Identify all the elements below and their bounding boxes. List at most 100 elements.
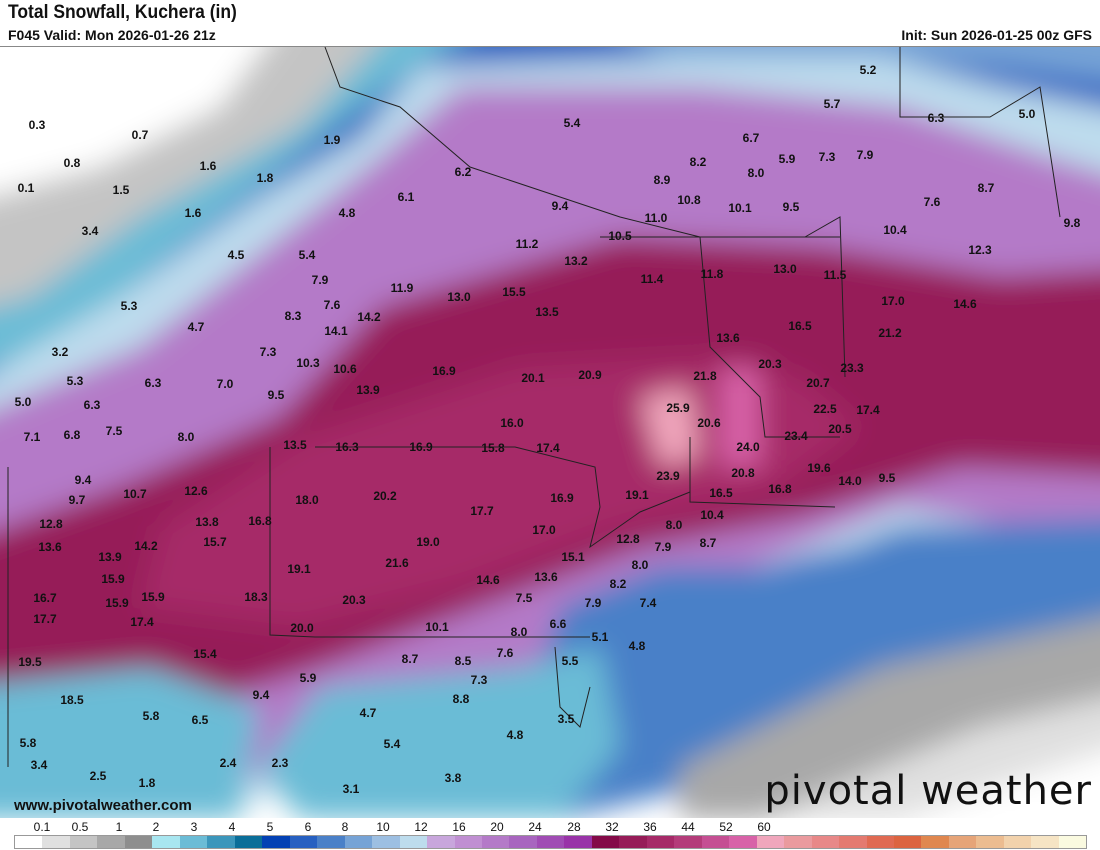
snowfall-value-label: 5.8 [142, 709, 160, 723]
snowfall-value-label: 20.3 [758, 357, 782, 371]
legend-swatch [784, 836, 812, 848]
snowfall-value-label: 13.5 [535, 305, 559, 319]
snowfall-value-label: 12.3 [968, 243, 992, 257]
legend-swatch [179, 836, 208, 848]
snowfall-value-label: 8.8 [452, 692, 470, 706]
snowfall-value-label: 12.8 [39, 517, 63, 531]
snowfall-value-label: 15.9 [101, 572, 125, 586]
snowfall-value-label: 10.8 [677, 193, 701, 207]
snowfall-value-label: 3.2 [51, 345, 69, 359]
snowfall-value-label: 13.8 [195, 515, 219, 529]
snowfall-value-label: 8.7 [401, 652, 419, 666]
snowfall-value-label: 13.2 [564, 254, 588, 268]
legend-swatch [372, 836, 400, 848]
snowfall-value-label: 7.4 [639, 596, 657, 610]
legend-swatch [839, 836, 867, 848]
legend-swatch [674, 836, 702, 848]
snowfall-value-label: 0.7 [131, 128, 149, 142]
snowfall-value-label: 7.3 [818, 150, 836, 164]
snowfall-value-label: 17.7 [33, 612, 57, 626]
snowfall-value-label: 11.0 [644, 211, 668, 225]
legend-tick: 28 [567, 820, 581, 834]
snowfall-value-label: 8.0 [665, 518, 683, 532]
legend-swatches [14, 835, 1087, 849]
snowfall-value-label: 20.2 [373, 489, 397, 503]
legend-swatch [234, 836, 263, 848]
snowfall-value-label: 14.6 [476, 573, 500, 587]
snowfall-value-label: 5.4 [298, 248, 316, 262]
snowfall-value-label: 16.5 [788, 319, 812, 333]
snowfall-value-label: 1.8 [256, 171, 274, 185]
legend-swatch [619, 836, 647, 848]
snowfall-value-label: 4.5 [227, 248, 245, 262]
legend-tick: 0.5 [71, 820, 89, 834]
snowfall-value-label: 3.4 [81, 224, 99, 238]
legend-tick: 1 [115, 820, 123, 834]
snowfall-value-label: 18.3 [244, 590, 268, 604]
snowfall-value-label: 6.3 [144, 376, 162, 390]
snowfall-value-label: 8.9 [653, 173, 671, 187]
legend-swatch [317, 836, 345, 848]
legend-swatch [756, 836, 785, 848]
snowfall-value-label: 18.5 [60, 693, 84, 707]
snowfall-value-label: 16.8 [768, 482, 792, 496]
legend-tick: 0.1 [33, 820, 51, 834]
snowfall-value-label: 5.0 [1018, 107, 1036, 121]
snowfall-value-label: 3.1 [342, 782, 360, 796]
snowfall-value-label: 15.4 [193, 647, 217, 661]
snowfall-value-label: 7.9 [654, 540, 672, 554]
legend-swatch [811, 836, 840, 848]
legend-tick: 3 [190, 820, 198, 834]
legend-tick: 20 [490, 820, 504, 834]
snowfall-value-label: 1.6 [199, 159, 217, 173]
snowfall-value-label: 6.2 [454, 165, 472, 179]
snowfall-value-label: 16.8 [248, 514, 272, 528]
snowfall-value-label: 15.7 [203, 535, 227, 549]
legend-tick: 6 [304, 820, 312, 834]
snowfall-value-label: 11.2 [515, 237, 539, 251]
snowfall-value-label: 13.6 [534, 570, 558, 584]
legend-swatch [152, 836, 180, 848]
snowfall-value-label: 17.4 [856, 403, 880, 417]
snowfall-value-label: 4.8 [506, 728, 524, 742]
snowfall-value-label: 17.0 [532, 523, 556, 537]
legend-tick: 12 [414, 820, 428, 834]
snowfall-value-label: 1.8 [138, 776, 156, 790]
snowfall-value-label: 16.9 [432, 364, 456, 378]
snowfall-value-label: 13.0 [447, 290, 471, 304]
snowfall-value-label: 6.5 [191, 713, 209, 727]
snowfall-value-label: 11.8 [700, 267, 724, 281]
snowfall-value-label: 8.0 [631, 558, 649, 572]
snowfall-value-label: 12.6 [184, 484, 208, 498]
snowfall-value-label: 21.8 [693, 369, 717, 383]
snowfall-value-label: 20.5 [828, 422, 852, 436]
legend-swatch [866, 836, 894, 848]
snowfall-value-label: 1.6 [184, 206, 202, 220]
snowfall-value-label: 21.6 [385, 556, 409, 570]
snowfall-value-label: 10.4 [700, 508, 724, 522]
legend-swatch [948, 836, 977, 848]
snowfall-value-label: 21.2 [878, 326, 902, 340]
snowfall-value-label: 5.4 [383, 737, 401, 751]
snowfall-value-label: 9.5 [782, 200, 800, 214]
snowfall-value-label: 9.5 [878, 471, 896, 485]
snowfall-value-label: 7.9 [311, 273, 329, 287]
snowfall-value-label: 8.7 [699, 536, 717, 550]
snowfall-value-label: 20.0 [290, 621, 314, 635]
legend-swatch [97, 836, 125, 848]
state-borders [7, 47, 1061, 767]
snowfall-value-label: 19.0 [416, 535, 440, 549]
snowfall-value-label: 10.6 [333, 362, 357, 376]
snowfall-value-label: 16.0 [500, 416, 524, 430]
legend-tick: 5 [266, 820, 274, 834]
snowfall-value-label: 14.2 [134, 539, 158, 553]
snowfall-value-label: 4.7 [359, 706, 377, 720]
header: Total Snowfall, Kuchera (in) F045 Valid:… [0, 0, 1100, 46]
legend-swatch [344, 836, 373, 848]
snowfall-value-label: 7.3 [470, 673, 488, 687]
legend-swatch [15, 836, 43, 848]
legend-swatch [427, 836, 455, 848]
snowfall-value-label: 16.7 [33, 591, 57, 605]
snowfall-value-label: 9.4 [551, 199, 569, 213]
snowfall-value-label: 19.5 [18, 655, 42, 669]
